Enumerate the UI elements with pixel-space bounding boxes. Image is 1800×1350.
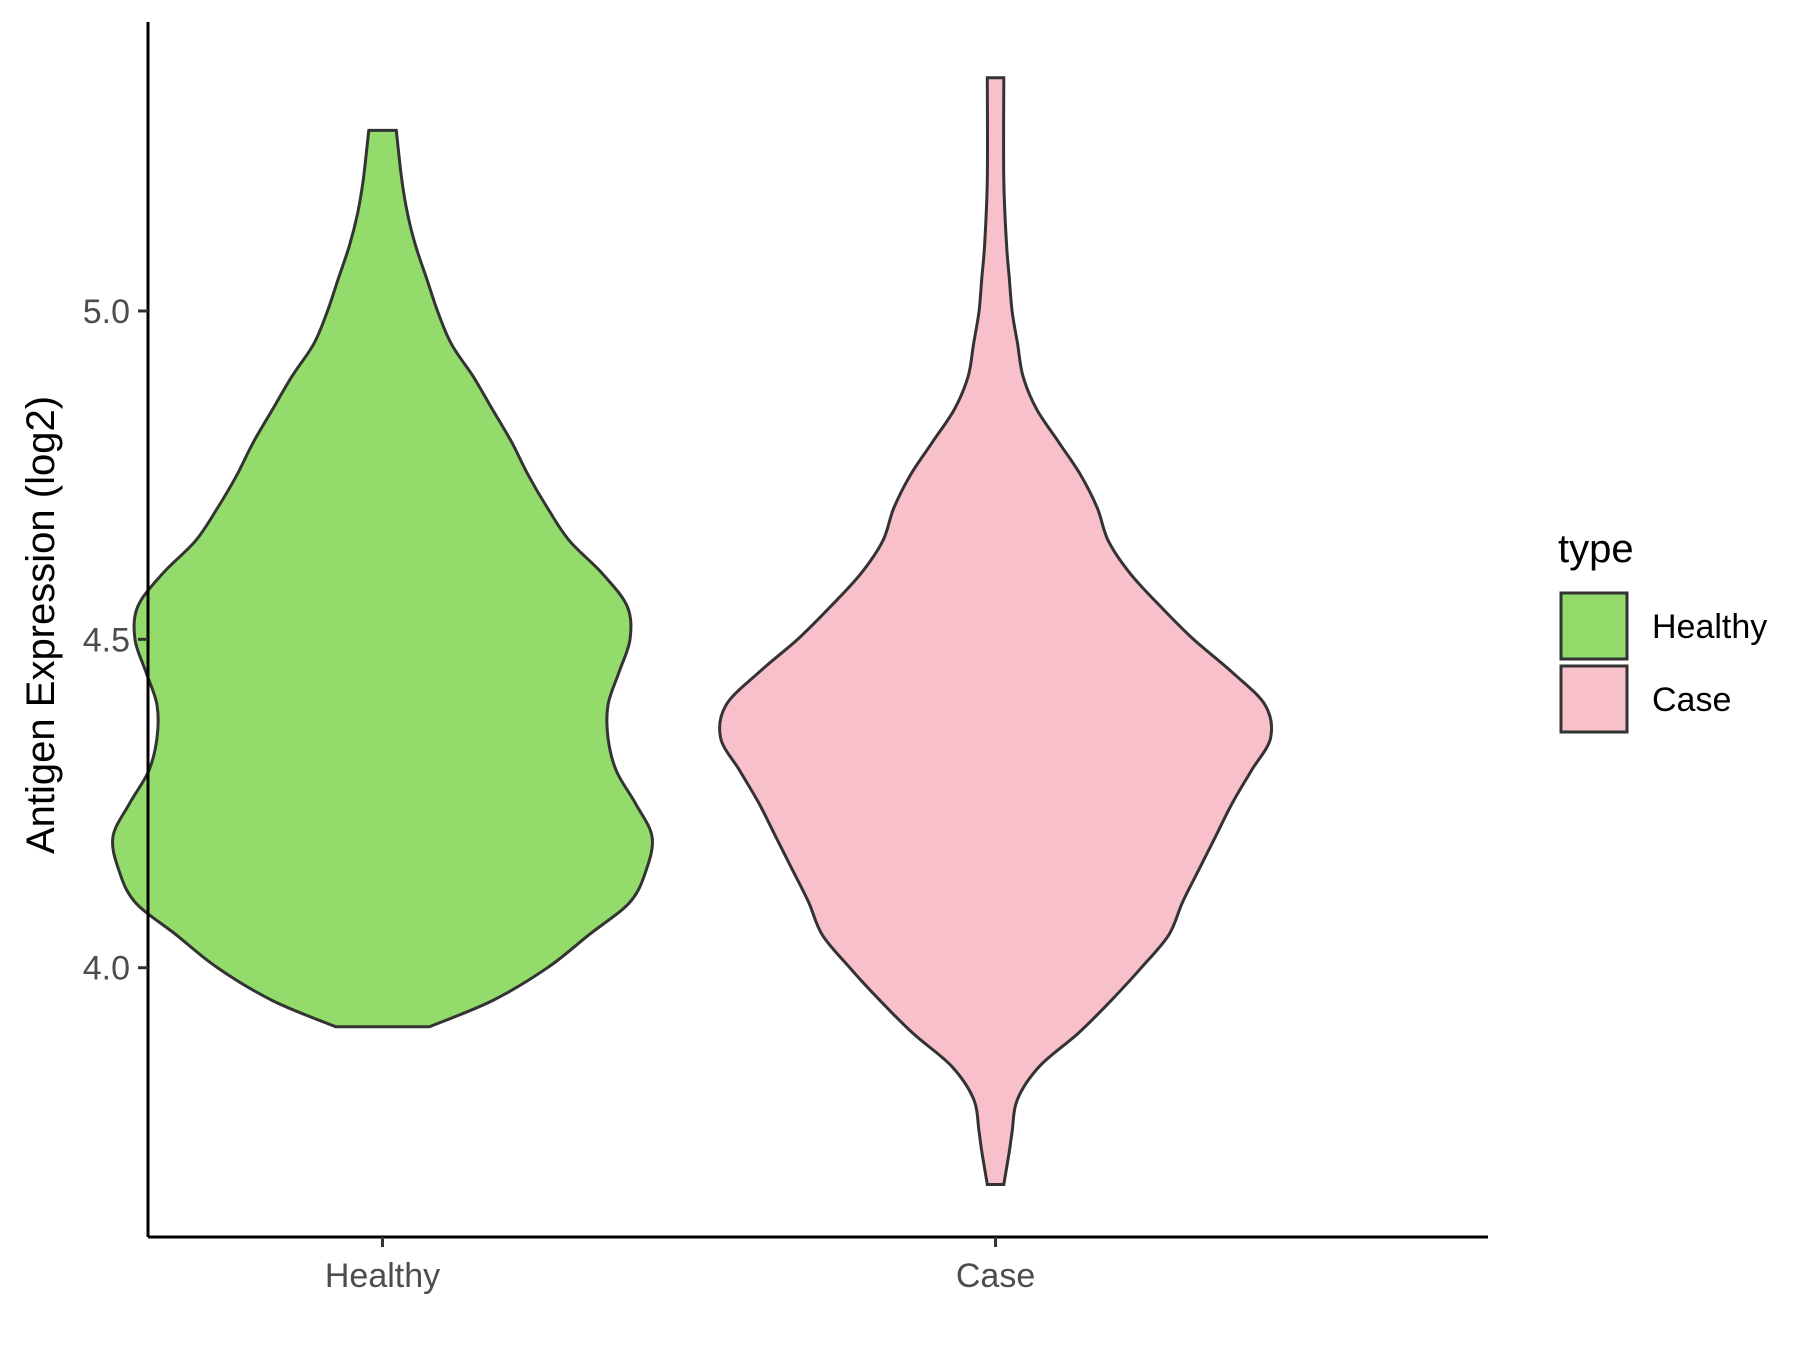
legend-label-case: Case <box>1652 681 1731 719</box>
legend-label-healthy: Healthy <box>1652 608 1767 646</box>
x-tick-label-healthy: Healthy <box>325 1257 440 1295</box>
legend: type Healthy Case <box>1558 527 1767 734</box>
violins <box>111 76 1274 1186</box>
legend-title: type <box>1558 527 1634 571</box>
x-ticks: Healthy Case <box>325 1237 1035 1295</box>
legend-key-case <box>1559 664 1629 734</box>
legend-key-healthy <box>1559 591 1629 661</box>
y-tick-label: 4.5 <box>83 621 130 659</box>
x-tick-label-case: Case <box>956 1257 1035 1295</box>
y-ticks: 4.0 4.5 5.0 <box>83 293 148 988</box>
violin-healthy <box>111 128 654 1029</box>
y-tick-label: 5.0 <box>83 293 130 331</box>
y-axis-title: Antigen Expression (log2) <box>19 396 63 854</box>
violin-case <box>718 76 1274 1186</box>
y-tick-label: 4.0 <box>83 950 130 988</box>
